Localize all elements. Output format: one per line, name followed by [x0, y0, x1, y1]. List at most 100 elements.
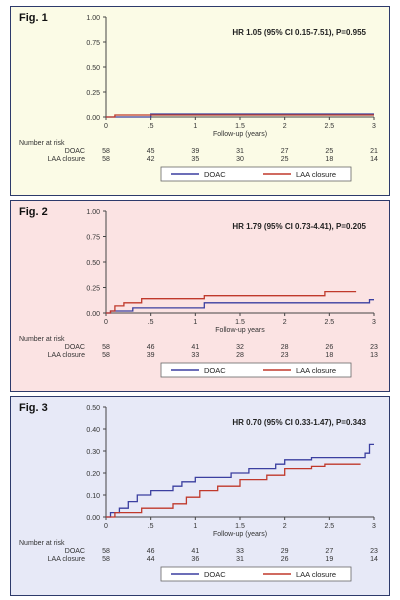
legend-label: DOAC — [204, 170, 226, 179]
risk-count: 58 — [102, 556, 110, 563]
x-tick-label: 2 — [283, 319, 287, 326]
risk-count: 35 — [191, 156, 199, 163]
risk-count: 45 — [147, 148, 155, 155]
hr-annotation: HR 0.70 (95% CI 0.33-1.47), P=0.343 — [232, 418, 366, 427]
risk-count: 28 — [236, 352, 244, 359]
legend-box — [160, 362, 352, 378]
figure-2-chart: Fig. 2 0.00 0.25 0.50 0.75 1.00 0 .5 1 1.5 2 2.5 3 Fo… — [19, 206, 378, 378]
risk-table-title: Number at risk — [19, 140, 65, 147]
risk-count: 36 — [191, 556, 199, 563]
y-tick-label: 0.20 — [86, 471, 100, 478]
risk-count: 46 — [147, 344, 155, 351]
risk-count: 25 — [325, 148, 333, 155]
x-tick-label: 1 — [193, 319, 197, 326]
risk-count: 19 — [325, 556, 333, 563]
risk-count: 32 — [236, 344, 244, 351]
risk-count: 23 — [370, 344, 378, 351]
figure-label: Fig. 1 — [19, 12, 48, 24]
legend-box — [160, 566, 352, 582]
risk-row-label: DOAC — [65, 344, 85, 351]
y-tick-label: 0.75 — [86, 235, 100, 242]
risk-count: 21 — [370, 148, 378, 155]
x-tick-label: 0 — [104, 523, 108, 530]
risk-count: 18 — [325, 352, 333, 359]
legend-label: LAA closure — [296, 170, 336, 179]
risk-count: 39 — [191, 148, 199, 155]
x-tick-label: 1 — [193, 523, 197, 530]
x-tick-label: 3 — [372, 123, 376, 130]
y-tick-label: 0.50 — [86, 260, 100, 267]
risk-count: 28 — [281, 344, 289, 351]
risk-count: 23 — [370, 548, 378, 555]
risk-count: 27 — [281, 148, 289, 155]
risk-count: 29 — [281, 548, 289, 555]
figure-label: Fig. 3 — [19, 402, 48, 414]
km-curve-doac — [106, 443, 374, 518]
risk-row-label: DOAC — [65, 148, 85, 155]
x-tick-label: .5 — [148, 319, 154, 326]
risk-count: 58 — [102, 548, 110, 555]
risk-count: 31 — [236, 148, 244, 155]
figure-2-panel: Fig. 2 0.00 0.25 0.50 0.75 1.00 0 .5 1 1.5 2 2.5 3 Fo… — [10, 200, 390, 392]
km-curve-laa-closure — [106, 463, 361, 518]
x-tick-label: 1.5 — [235, 319, 245, 326]
risk-row-label: LAA closure — [48, 156, 85, 163]
risk-count: 31 — [236, 556, 244, 563]
x-tick-label: 0 — [104, 319, 108, 326]
risk-count: 13 — [370, 352, 378, 359]
x-tick-label: 3 — [372, 523, 376, 530]
risk-count: 30 — [236, 156, 244, 163]
legend-label: LAA closure — [296, 366, 336, 375]
x-tick-label: 1.5 — [235, 523, 245, 530]
x-tick-label: 3 — [372, 319, 376, 326]
y-tick-label: 0.00 — [86, 115, 100, 122]
risk-count: 26 — [325, 344, 333, 351]
figure-1-panel: Fig. 1 0.00 0.25 0.50 0.75 1.00 0 .5 1 1.5 2 2.5 3 Fo… — [10, 6, 390, 196]
x-tick-label: 2.5 — [324, 523, 334, 530]
risk-count: 25 — [281, 156, 289, 163]
y-tick-label: 0.25 — [86, 286, 100, 293]
y-tick-label: 0.00 — [86, 311, 100, 318]
risk-row-label: DOAC — [65, 548, 85, 555]
y-tick-label: 1.00 — [86, 15, 100, 22]
y-tick-label: 0.50 — [86, 65, 100, 72]
figure-label: Fig. 2 — [19, 206, 48, 218]
risk-row-label: LAA closure — [48, 556, 85, 563]
risk-count: 58 — [102, 148, 110, 155]
risk-count: 14 — [370, 556, 378, 563]
y-tick-label: 0.10 — [86, 493, 100, 500]
y-tick-label: 0.40 — [86, 427, 100, 434]
x-axis-title: Follow-up (years) — [213, 131, 267, 138]
y-tick-label: 0.00 — [86, 515, 100, 522]
risk-count: 41 — [191, 344, 199, 351]
risk-count: 33 — [236, 548, 244, 555]
risk-count: 58 — [102, 344, 110, 351]
hr-annotation: HR 1.05 (95% CI 0.15-7.51), P=0.955 — [232, 28, 366, 37]
figure-3-chart: Fig. 3 0.00 0.10 0.20 0.30 0.40 0.50 0 .5 1 1.5 2 2.… — [19, 402, 378, 582]
legend-label: DOAC — [204, 570, 226, 579]
x-tick-label: 0 — [104, 123, 108, 130]
risk-table-title: Number at risk — [19, 336, 65, 343]
legend-label: LAA closure — [296, 570, 336, 579]
risk-count: 14 — [370, 156, 378, 163]
risk-count: 27 — [325, 548, 333, 555]
y-tick-label: 1.00 — [86, 209, 100, 216]
x-tick-label: 2 — [283, 123, 287, 130]
legend-label: DOAC — [204, 366, 226, 375]
risk-count: 26 — [281, 556, 289, 563]
y-tick-label: 0.75 — [86, 40, 100, 47]
risk-table-title: Number at risk — [19, 540, 65, 547]
y-tick-label: 0.25 — [86, 90, 100, 97]
y-tick-label: 0.30 — [86, 449, 100, 456]
risk-count: 42 — [147, 156, 155, 163]
risk-count: 44 — [147, 556, 155, 563]
risk-count: 46 — [147, 548, 155, 555]
risk-count: 23 — [281, 352, 289, 359]
risk-count: 33 — [191, 352, 199, 359]
figure-3-panel: Fig. 3 0.00 0.10 0.20 0.30 0.40 0.50 0 .5 1 1.5 2 2.… — [10, 396, 390, 596]
km-curve-doac — [106, 299, 374, 314]
x-axis-title: Follow-up (years) — [213, 531, 267, 538]
y-tick-label: 0.50 — [86, 405, 100, 412]
x-tick-label: 1 — [193, 123, 197, 130]
x-tick-label: 2.5 — [324, 123, 334, 130]
